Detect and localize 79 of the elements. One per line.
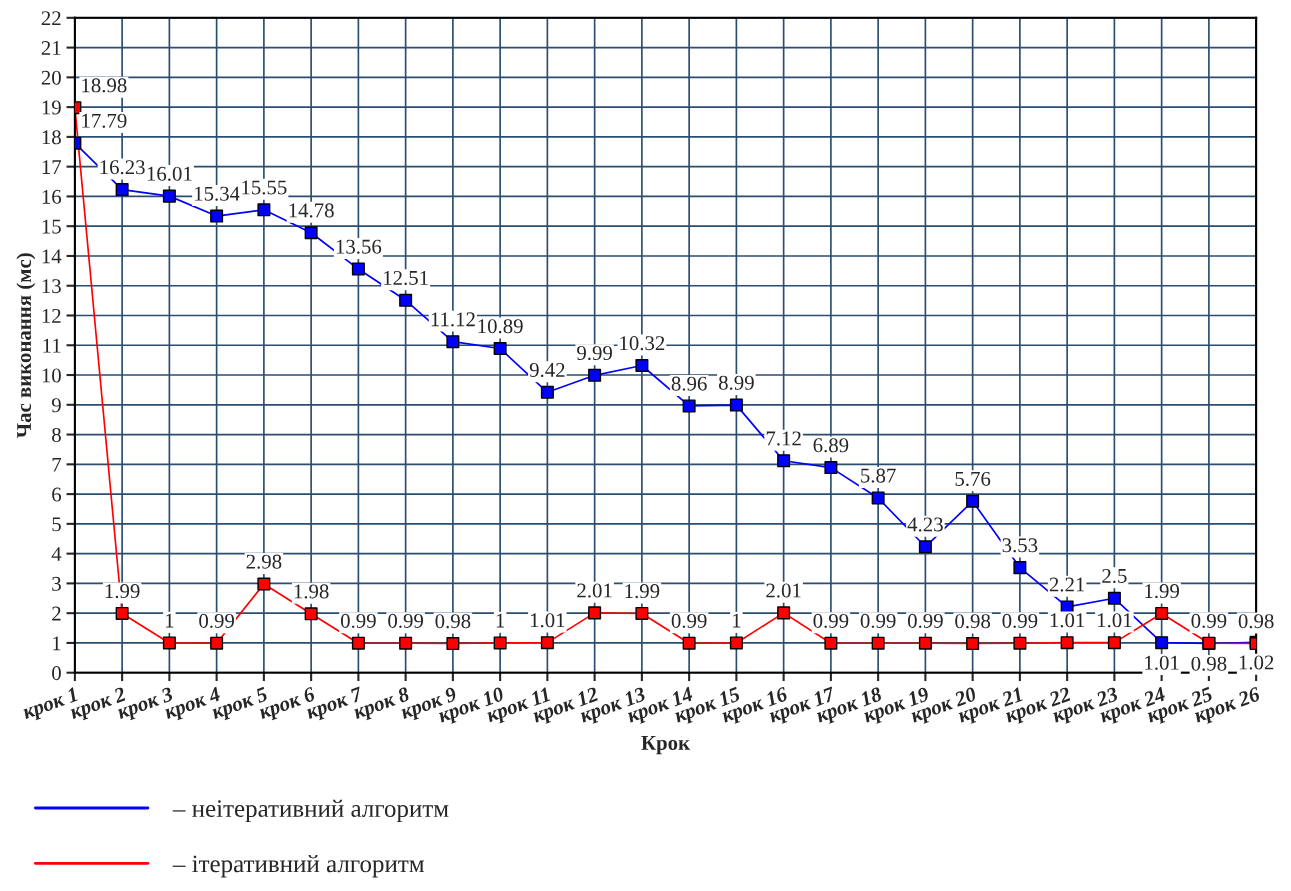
data-label: 16.23 [100, 160, 145, 175]
legend-label: – неітеративний алгоритм [172, 799, 449, 823]
data-label: 4.23 [907, 517, 943, 532]
data-label: 1.02 [1239, 655, 1274, 670]
y-tick-label: 8 [52, 427, 61, 442]
y-tick-label: 5 [52, 517, 61, 532]
data-label: 0.98 [1191, 656, 1227, 671]
data-label: 1.01 [1050, 613, 1085, 628]
y-tick-label: 3 [52, 576, 61, 591]
y-tick-label: 2 [52, 606, 61, 621]
y-axis-title: Час виконання (мс) [16, 253, 36, 438]
y-tick-label: 4 [51, 547, 62, 561]
x-axis-title: Крок [641, 736, 691, 755]
y-tick-label: 16 [42, 189, 62, 204]
y-tick-label: 17 [42, 160, 62, 174]
y-tick-label: 12 [42, 308, 61, 323]
data-label: 14.78 [289, 203, 334, 218]
data-label: 1.98 [294, 584, 329, 599]
y-tick-label: 11 [43, 338, 61, 353]
data-label: 0.99 [1002, 613, 1038, 628]
data-label: 1 [733, 613, 741, 628]
y-tick-label: 13 [42, 279, 61, 294]
data-label: 3.53 [1002, 538, 1038, 553]
y-tick-label: 21 [41, 41, 61, 55]
data-label: 1.99 [625, 584, 660, 599]
data-label: 0.99 [340, 613, 376, 628]
legend-label: – ітеративний алгоритм [172, 854, 425, 878]
data-label: 0.99 [671, 613, 707, 628]
data-label: 0.99 [1191, 613, 1227, 628]
data-label: 7.12 [766, 431, 801, 446]
y-tick-label: 14 [42, 249, 62, 264]
y-tick-label: 0 [52, 666, 61, 681]
data-label: 2.21 [1049, 577, 1085, 592]
data-label: 10.89 [478, 319, 523, 334]
data-label: 11.12 [431, 312, 475, 327]
data-label: 0.98 [435, 614, 471, 629]
data-label: 0.99 [860, 613, 896, 628]
data-label: 1.01 [530, 613, 565, 628]
y-tick-label: 10 [42, 368, 61, 383]
y-tick-label: 18 [42, 130, 61, 145]
data-label: 1.99 [105, 584, 140, 599]
y-tick-label: 1 [53, 636, 61, 651]
data-label: 1 [496, 613, 505, 628]
y-tick-label: 6 [52, 487, 62, 502]
data-label: 1.01 [1145, 655, 1179, 670]
data-label: 6.89 [813, 438, 849, 453]
data-label: 1.01 [1097, 613, 1132, 628]
data-label: 17.79 [82, 113, 127, 128]
y-tick-label: 19 [42, 100, 61, 115]
data-label: 10.32 [620, 336, 665, 351]
y-tick-label: 9 [51, 398, 61, 413]
data-label: 0.99 [907, 613, 943, 628]
data-label: 0.99 [813, 613, 849, 628]
data-label: 1.99 [1145, 584, 1180, 599]
data-label: 15.34 [195, 186, 240, 201]
data-label: 16.01 [147, 166, 192, 181]
data-label: 0.99 [388, 613, 424, 628]
data-label: 0.98 [1238, 614, 1274, 629]
data-label: 12.51 [384, 270, 428, 286]
y-tick-label: 20 [41, 70, 61, 85]
data-label: 5.87 [861, 468, 896, 483]
y-tick-label: 15 [42, 219, 61, 234]
data-label: 18.98 [82, 78, 127, 93]
data-label: 0.98 [955, 614, 991, 629]
y-tick-label: 22 [41, 11, 61, 26]
data-label: 1 [166, 613, 174, 628]
data-label: 2.98 [246, 554, 282, 569]
data-label: 2.01 [766, 583, 801, 598]
data-label: 13.56 [336, 239, 382, 254]
data-label: 15.55 [242, 180, 287, 195]
data-label: 2.01 [577, 583, 612, 598]
data-label: 5.76 [955, 471, 991, 486]
data-label: 8.99 [718, 375, 754, 390]
data-label: 8.96 [671, 376, 707, 391]
data-label: 0.99 [199, 613, 235, 628]
y-tick-label: 7 [52, 457, 62, 472]
data-label: 9.42 [529, 362, 565, 378]
data-label: 2.5 [1102, 568, 1127, 584]
data-label: 9.99 [577, 345, 613, 361]
